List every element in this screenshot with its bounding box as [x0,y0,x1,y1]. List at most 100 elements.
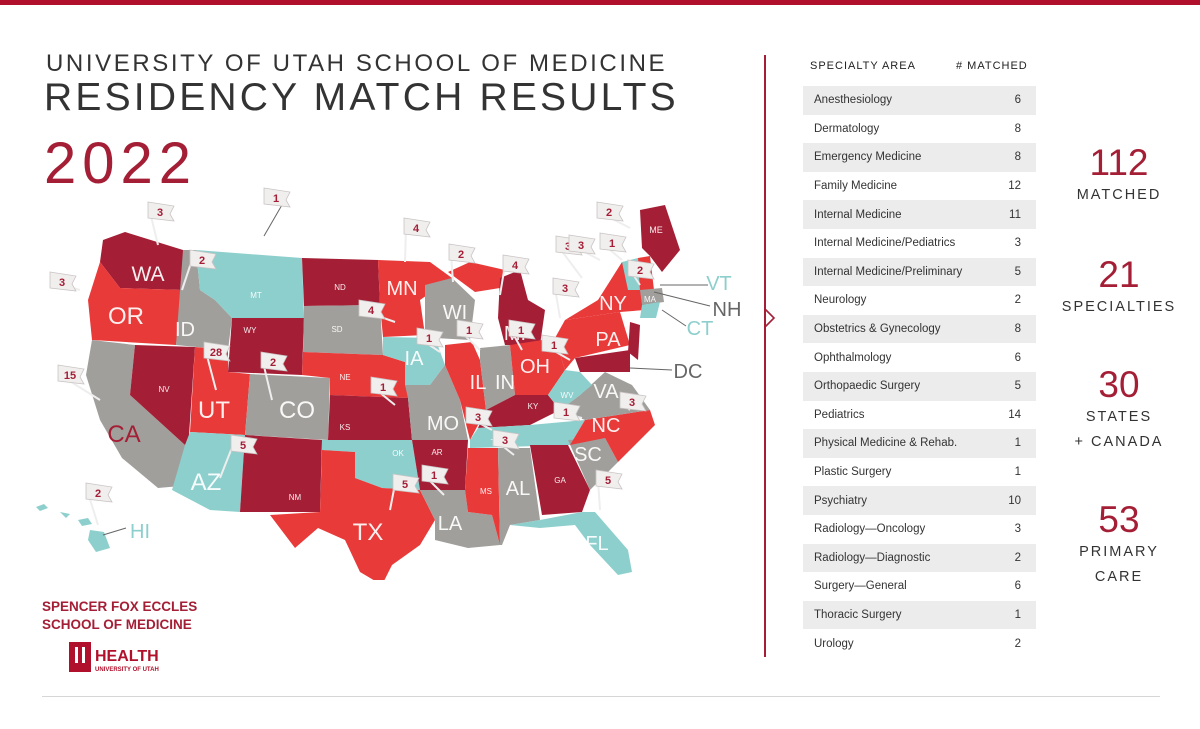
state-ny [565,262,645,320]
state-mo [405,365,468,440]
count-flag-marker: 2 [181,249,217,291]
matched-count: 14 [1008,408,1021,421]
flag-icon [465,406,493,427]
state-label-hi: HI [130,521,150,543]
state-label-al: AL [506,478,530,500]
state-label-ga: GA [554,476,566,485]
specialty-name: Thoracic Surgery [814,608,902,621]
specialty-name: Ophthalmology [814,351,892,364]
flag-icon [595,469,623,490]
specialty-name: Radiology—Diagnostic [814,551,931,564]
flag-count: 15 [64,370,76,382]
count-flag-marker: 1 [553,401,583,422]
specialty-name: Anesthesiology [814,94,892,107]
state-label-nc: NC [592,415,621,437]
state-ks [328,395,412,440]
flag-count: 2 [199,255,205,267]
state-mi-upper [448,262,505,292]
state-nd [302,258,380,306]
flag-icon [456,319,484,340]
flag-count: 1 [609,238,615,250]
count-flag-marker: 2 [448,243,476,283]
state-label-la: LA [438,513,463,535]
matched-count: 2 [1014,294,1021,307]
stat-label: SPECIALTIES [1061,299,1177,315]
state-me [640,205,680,272]
header-institution: UNIVERSITY OF UTAH SCHOOL OF MEDICINE [46,50,668,77]
flag-count: 2 [606,207,612,219]
flag-count: 2 [95,488,101,500]
flag-count: 3 [562,283,568,295]
state-mt [196,250,304,318]
flag-count: 1 [518,325,524,337]
table-row: Family Medicine 12 [803,172,1036,201]
table-row: Ophthalmology 6 [803,343,1036,372]
stat-number: 112 [1089,142,1149,183]
state-label-wv: WV [561,391,575,400]
flag-icon [416,327,444,348]
flag-icon [370,376,398,397]
state-al [498,448,540,545]
flag-count: 4 [368,305,375,317]
state-label-ne: NE [339,373,350,382]
specialty-name: Internal Medicine/Pediatrics [814,237,956,250]
state-ca [86,340,192,488]
count-flag-marker: 3 [49,271,81,292]
flag-icon [619,391,647,412]
logo-word: HEALTH [95,648,159,665]
count-flag-marker: 3 [147,201,175,246]
stat-label-sub: CARE [1094,569,1144,585]
state-ms [465,448,500,545]
count-flag-marker: 1 [456,319,484,351]
state-label-mn: MN [386,278,417,300]
state-label-co: CO [279,397,315,424]
count-flag-marker: 1 [370,376,398,406]
state-label-mo: MO [427,413,459,435]
flag-count: 3 [578,240,584,252]
state-ma [640,288,664,305]
specialty-table: Anesthesiology 6 Dermatology 8 Emergency M… [803,86,1036,658]
table-row: Urology 2 [803,629,1036,658]
state-label-va: VA [593,381,619,403]
state-label-or: OR [108,303,144,330]
state-mn [378,260,452,337]
matched-count: 1 [1014,437,1021,450]
state-id [176,250,232,350]
state-label-nd: ND [334,283,346,292]
specialty-name: Internal Medicine [814,208,902,221]
flag-count: 3 [475,412,481,424]
stat-label: MATCHED [1076,187,1162,203]
count-flag-marker: 3 [552,277,580,319]
flag-count: 2 [637,265,643,277]
state-co [245,374,330,440]
flag-icon [392,473,420,494]
state-sc [568,438,618,490]
flag-count: 3 [59,277,65,289]
specialty-name: Orthopaedic Surgery [814,380,921,393]
matched-count: 5 [1014,265,1021,278]
specialty-name: Radiology—Oncology [814,523,926,536]
specialty-name: Physical Medicine & Rehab. [814,437,958,450]
state-ut [190,347,250,435]
state-label-oh: OH [520,356,550,378]
flag-count: 2 [270,357,276,369]
state-in [480,345,515,410]
state-label-nv: NV [158,385,170,394]
state-nm [240,435,322,512]
flag-icon [508,319,536,340]
table-row: Obstetrics & Gynecology 8 [803,314,1036,344]
matched-count: 12 [1008,180,1021,193]
flag-icon [230,434,258,455]
state-label-wy: WY [244,326,258,335]
state-ky [478,395,560,428]
state-pa [555,312,630,370]
state-label-tx: TX [353,519,384,546]
state-label-wi: WI [443,302,467,324]
state-ia [383,337,445,385]
state-label-sd: SD [331,325,342,334]
specialty-area-header: SPECIALTY AREA [810,60,916,72]
matched-count: 3 [1014,237,1021,250]
stat-label-sub: + CANADA [1074,434,1164,450]
matched-count: 6 [1014,580,1021,593]
